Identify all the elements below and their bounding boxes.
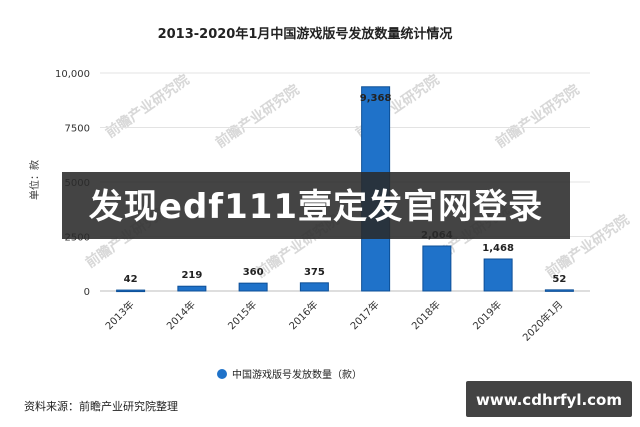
- x-tick-label: 2016年: [286, 298, 320, 332]
- bar: [544, 289, 574, 292]
- x-tick-label: 2020年1月: [520, 298, 566, 344]
- x-axis-ticks: 2013年 2014年 2015年 2016年 2017年 2018年 2019年 2020年…: [102, 298, 565, 344]
- bar: [299, 282, 329, 292]
- site-badge-background: [466, 381, 632, 417]
- x-tick-label: 2019年: [470, 298, 504, 332]
- source-note: 资料来源：前瞻产业研究院整理: [24, 399, 178, 413]
- site-badge[interactable]: www.cdhrfyl.com: [466, 381, 632, 417]
- bar: [116, 289, 146, 293]
- y-tick-label: 0: [84, 287, 90, 298]
- y-tick-label: 7500: [65, 124, 90, 135]
- bar: [483, 258, 513, 292]
- watermark-text: 前瞻产业研究院: [102, 71, 192, 141]
- y-axis-label: 单位：款: [28, 160, 41, 200]
- data-label: 42: [124, 274, 138, 285]
- watermark-text: 前瞻产业研究院: [212, 81, 302, 151]
- x-tick-label: 2018年: [409, 298, 443, 332]
- x-tick-label: 2013年: [102, 298, 136, 332]
- x-tick-label: 2014年: [164, 298, 198, 332]
- data-label: 375: [304, 267, 325, 278]
- data-label: 1,468: [482, 243, 514, 254]
- x-tick-label: 2017年: [347, 298, 381, 332]
- overlay-banner: 发现edf111壹定发官网登录: [62, 172, 570, 239]
- watermark-text: 前瞻产业研究院: [492, 81, 582, 151]
- bar: [422, 245, 452, 292]
- site-badge-text[interactable]: www.cdhrfyl.com: [476, 391, 622, 409]
- banner-background: [62, 172, 570, 239]
- legend-marker: [217, 369, 227, 379]
- bar: [238, 282, 268, 292]
- data-label: 219: [181, 270, 202, 281]
- y-tick-label: 10,000: [55, 69, 90, 80]
- legend-label: 中国游戏版号发放数量（款）: [232, 368, 362, 381]
- data-label: 9,368: [360, 93, 392, 104]
- legend: 中国游戏版号发放数量（款）: [217, 368, 362, 381]
- data-label: 360: [243, 267, 264, 278]
- x-tick-label: 2015年: [225, 298, 259, 332]
- data-label: 52: [552, 274, 566, 285]
- banner-text: 发现edf111壹定发官网登录: [89, 187, 543, 227]
- bar: [177, 285, 207, 292]
- chart-title: 2013-2020年1月中国游戏版号发放数量统计情况: [158, 26, 453, 42]
